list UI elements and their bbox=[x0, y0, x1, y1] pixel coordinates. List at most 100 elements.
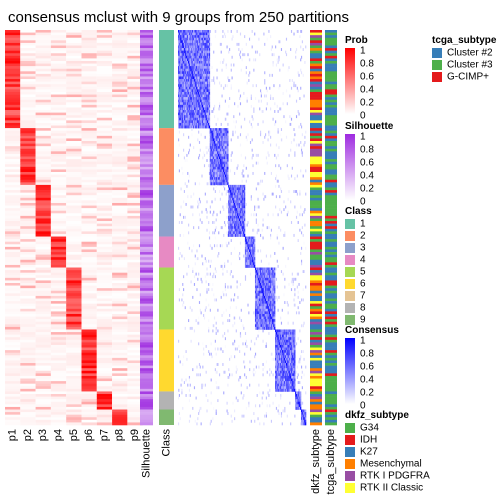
consensus-cell bbox=[213, 133, 216, 137]
prob-cell-p3 bbox=[35, 257, 51, 261]
prob-cell-p8 bbox=[112, 48, 128, 51]
consensus-cell bbox=[231, 195, 233, 199]
consensus-cell bbox=[280, 270, 283, 273]
consensus-cell bbox=[202, 97, 204, 100]
prob-cell-p7 bbox=[96, 112, 113, 116]
consensus-cell bbox=[185, 32, 187, 36]
consensus-cell bbox=[221, 192, 223, 196]
consensus-cell bbox=[300, 259, 303, 263]
prob-cell-p1 bbox=[5, 422, 21, 426]
consensus-cell bbox=[203, 30, 205, 33]
consensus-cell bbox=[221, 166, 223, 170]
consensus-cell bbox=[184, 30, 186, 33]
consensus-cell bbox=[267, 277, 269, 281]
consensus-cell bbox=[211, 128, 213, 131]
prob-cell-p4 bbox=[50, 267, 67, 271]
prob-cell-p4 bbox=[50, 306, 67, 310]
consensus-cell bbox=[271, 280, 273, 284]
prob-cell-p9 bbox=[127, 195, 143, 199]
consensus-cell bbox=[187, 66, 189, 70]
consensus-cell bbox=[241, 171, 243, 175]
consensus-cell bbox=[190, 91, 192, 95]
prob-cell-p8 bbox=[112, 417, 128, 421]
prob-cell-p2 bbox=[20, 290, 36, 294]
consensus-cell bbox=[256, 285, 258, 289]
consensus-cell bbox=[227, 138, 229, 142]
consensus-cell bbox=[188, 86, 191, 90]
prob-cell-p5 bbox=[66, 122, 82, 126]
prob-cell-p1 bbox=[5, 321, 21, 325]
consensus-cell bbox=[193, 91, 195, 95]
prob-cell-p1 bbox=[5, 48, 21, 51]
consensus-cell bbox=[262, 236, 264, 240]
consensus-cell bbox=[178, 125, 180, 129]
consensus-cell bbox=[188, 50, 190, 54]
consensus-cell bbox=[251, 241, 253, 245]
consensus-cell bbox=[181, 32, 183, 36]
consensus-cell bbox=[196, 104, 198, 108]
consensus-cell bbox=[199, 79, 201, 82]
consensus-cell bbox=[239, 233, 241, 237]
consensus-cell bbox=[208, 112, 210, 116]
consensus-cell bbox=[186, 99, 188, 103]
prob-cell-p4 bbox=[50, 171, 67, 175]
consensus-cell bbox=[183, 148, 185, 152]
prob-cell-p1 bbox=[5, 68, 21, 72]
prob-cell-p2 bbox=[20, 241, 36, 245]
consensus-cell bbox=[209, 272, 211, 276]
consensus-cell bbox=[186, 120, 188, 124]
consensus-cell bbox=[192, 40, 194, 44]
consensus-cell bbox=[221, 94, 223, 98]
consensus-cell bbox=[232, 208, 234, 212]
consensus-cell bbox=[196, 63, 198, 67]
prob-cell-p7 bbox=[96, 102, 113, 106]
consensus-cell bbox=[259, 280, 261, 284]
consensus-cell bbox=[203, 73, 205, 77]
consensus-cell bbox=[219, 148, 221, 152]
consensus-cell bbox=[225, 148, 227, 152]
consensus-cell bbox=[224, 148, 226, 152]
consensus-cell bbox=[243, 187, 245, 191]
prob-cell-p5 bbox=[66, 272, 82, 276]
consensus-cell bbox=[272, 290, 274, 294]
consensus-cell bbox=[247, 252, 249, 255]
consensus-cell bbox=[268, 153, 270, 157]
consensus-cell bbox=[249, 246, 251, 250]
consensus-cell bbox=[254, 280, 257, 284]
consensus-cell bbox=[196, 50, 198, 54]
consensus-cell bbox=[246, 259, 248, 263]
consensus-cell bbox=[222, 30, 224, 33]
consensus-cell bbox=[248, 73, 250, 77]
prob-cell-p4 bbox=[50, 275, 67, 279]
silhouette-cell bbox=[140, 368, 153, 372]
consensus-cell bbox=[197, 94, 199, 98]
consensus-cell bbox=[202, 99, 204, 103]
consensus-cell bbox=[206, 117, 208, 121]
consensus-cell bbox=[234, 200, 237, 204]
prob-cell-p6 bbox=[81, 63, 97, 67]
consensus-cell bbox=[295, 48, 298, 51]
consensus-cell bbox=[239, 223, 242, 227]
consensus-cell bbox=[233, 223, 235, 227]
silhouette-cell bbox=[140, 40, 153, 44]
consensus-cell bbox=[213, 182, 215, 186]
consensus-cell bbox=[275, 156, 278, 160]
prob-cell-p5 bbox=[66, 200, 82, 204]
prob-cell-p2 bbox=[20, 306, 36, 310]
consensus-cell bbox=[178, 73, 180, 77]
consensus-cell bbox=[196, 112, 198, 116]
consensus-cell bbox=[221, 177, 223, 181]
prob-cell-p4 bbox=[50, 368, 67, 372]
consensus-cell bbox=[231, 208, 233, 212]
prob-cell-p5 bbox=[66, 151, 82, 155]
consensus-cell bbox=[209, 143, 211, 147]
consensus-cell bbox=[245, 249, 247, 253]
prob-cell-p3 bbox=[35, 184, 51, 188]
silhouette-cell bbox=[140, 334, 153, 338]
consensus-cell bbox=[185, 37, 187, 41]
prob-cell-p7 bbox=[96, 280, 113, 284]
consensus-cell bbox=[240, 231, 242, 235]
consensus-cell bbox=[219, 153, 221, 157]
prob-cell-p4 bbox=[50, 285, 67, 289]
consensus-cell bbox=[216, 130, 218, 134]
